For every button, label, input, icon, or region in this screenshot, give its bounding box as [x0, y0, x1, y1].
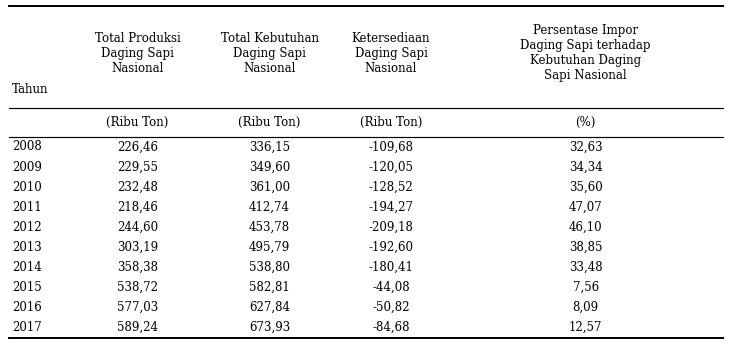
Text: -180,41: -180,41	[369, 261, 414, 274]
Text: -84,68: -84,68	[373, 321, 410, 334]
Text: (Ribu Ton): (Ribu Ton)	[106, 116, 168, 129]
Text: -44,08: -44,08	[372, 281, 410, 294]
Text: Total Kebutuhan
Daging Sapi
Nasional: Total Kebutuhan Daging Sapi Nasional	[220, 32, 318, 75]
Text: 577,03: 577,03	[117, 301, 158, 314]
Text: 2014: 2014	[12, 261, 42, 274]
Text: -192,60: -192,60	[368, 241, 414, 254]
Text: 2015: 2015	[12, 281, 42, 294]
Text: 361,00: 361,00	[249, 181, 290, 194]
Text: 303,19: 303,19	[117, 241, 158, 254]
Text: -109,68: -109,68	[368, 140, 414, 153]
Text: 2008: 2008	[12, 140, 42, 153]
Text: 589,24: 589,24	[117, 321, 158, 334]
Text: -50,82: -50,82	[373, 301, 410, 314]
Text: 673,93: 673,93	[249, 321, 290, 334]
Text: 358,38: 358,38	[117, 261, 158, 274]
Text: -128,52: -128,52	[369, 181, 414, 194]
Text: Ketersediaan
Daging Sapi
Nasional: Ketersediaan Daging Sapi Nasional	[352, 32, 430, 75]
Text: Persentase Impor
Daging Sapi terhadap
Kebutuhan Daging
Sapi Nasional: Persentase Impor Daging Sapi terhadap Ke…	[520, 24, 651, 83]
Text: 582,81: 582,81	[249, 281, 290, 294]
Text: 2011: 2011	[12, 201, 41, 214]
Text: 2012: 2012	[12, 221, 41, 234]
Text: 538,72: 538,72	[117, 281, 158, 294]
Text: 2016: 2016	[12, 301, 42, 314]
Text: 34,34: 34,34	[569, 161, 602, 173]
Text: 349,60: 349,60	[249, 161, 290, 173]
Text: 33,48: 33,48	[569, 261, 602, 274]
Text: 336,15: 336,15	[249, 140, 290, 153]
Text: 7,56: 7,56	[572, 281, 599, 294]
Text: 244,60: 244,60	[117, 221, 158, 234]
Text: 38,85: 38,85	[569, 241, 602, 254]
Text: -120,05: -120,05	[368, 161, 414, 173]
Text: Total Produksi
Daging Sapi
Nasional: Total Produksi Daging Sapi Nasional	[94, 32, 180, 75]
Text: -209,18: -209,18	[369, 221, 414, 234]
Text: 2009: 2009	[12, 161, 42, 173]
Text: (Ribu Ton): (Ribu Ton)	[360, 116, 422, 129]
Text: 453,78: 453,78	[249, 221, 290, 234]
Text: 495,79: 495,79	[249, 241, 290, 254]
Text: 32,63: 32,63	[569, 140, 602, 153]
Text: 47,07: 47,07	[569, 201, 602, 214]
Text: 46,10: 46,10	[569, 221, 602, 234]
Text: Tahun: Tahun	[12, 83, 48, 96]
Text: 218,46: 218,46	[117, 201, 158, 214]
Text: 2010: 2010	[12, 181, 42, 194]
Text: 229,55: 229,55	[117, 161, 158, 173]
Text: 538,80: 538,80	[249, 261, 290, 274]
Text: 12,57: 12,57	[569, 321, 602, 334]
Text: 412,74: 412,74	[249, 201, 290, 214]
Text: (%): (%)	[575, 116, 596, 129]
Text: 8,09: 8,09	[572, 301, 599, 314]
Text: 2013: 2013	[12, 241, 42, 254]
Text: 35,60: 35,60	[569, 181, 602, 194]
Text: 2017: 2017	[12, 321, 42, 334]
Text: -194,27: -194,27	[368, 201, 414, 214]
Text: 627,84: 627,84	[249, 301, 290, 314]
Text: 232,48: 232,48	[117, 181, 158, 194]
Text: 226,46: 226,46	[117, 140, 158, 153]
Text: (Ribu Ton): (Ribu Ton)	[239, 116, 301, 129]
